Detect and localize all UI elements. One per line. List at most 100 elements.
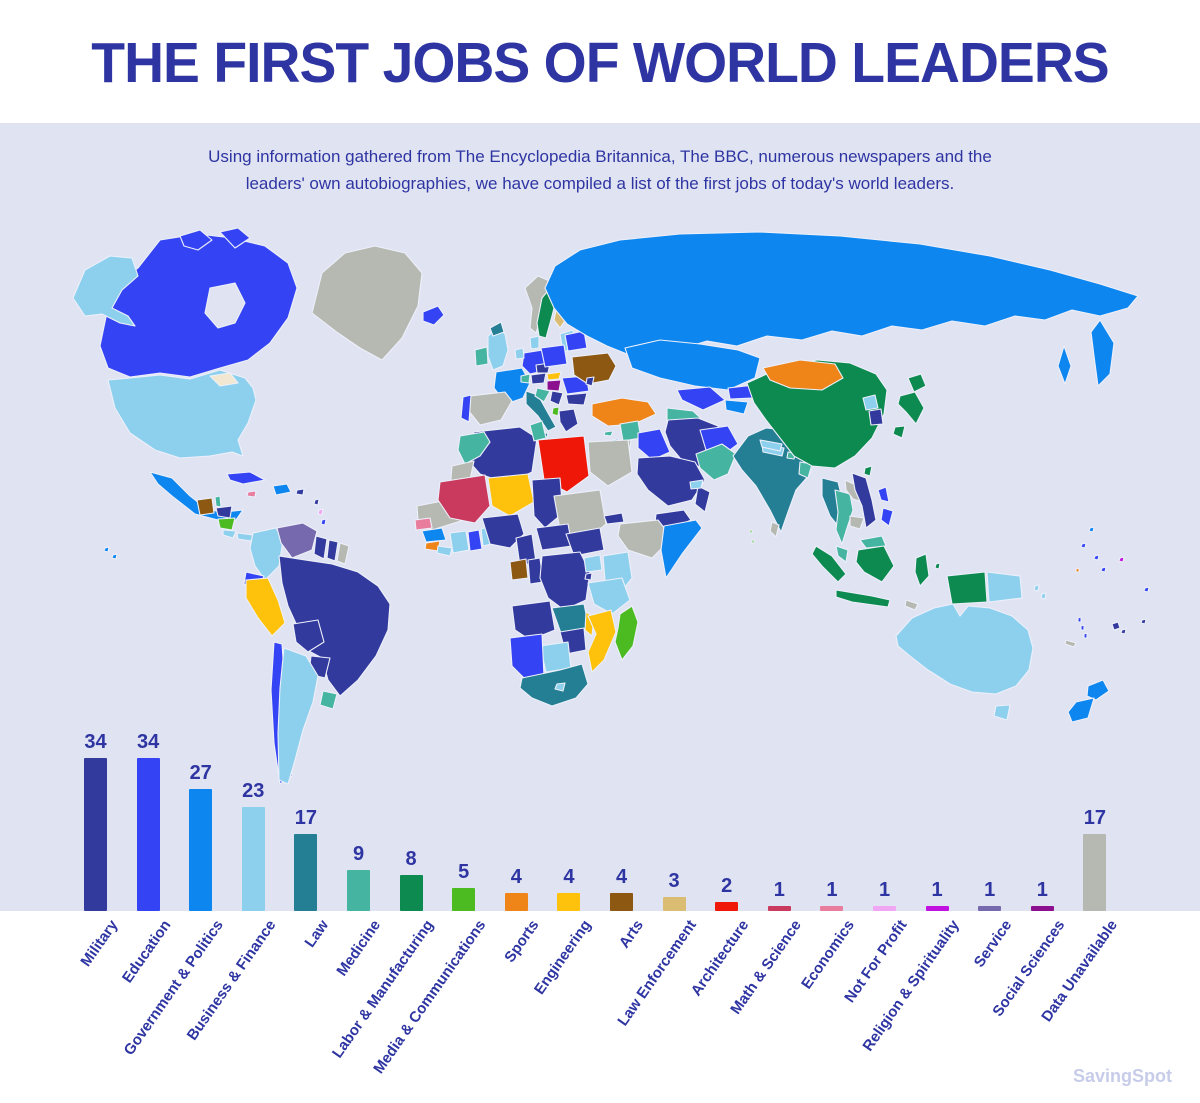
map-region-north-korea — [862, 394, 879, 411]
map-region-philippines-1 — [877, 486, 890, 503]
map-region-liberia — [436, 545, 453, 557]
map-region-java — [835, 589, 891, 608]
map-region-samoa — [1143, 586, 1150, 593]
map-region-scotland — [489, 321, 505, 337]
content-band: Using information gathered from The Ency… — [0, 123, 1200, 911]
map-region-borneo — [855, 545, 895, 583]
map-region-jamaica — [246, 490, 257, 498]
map-region-hawaii-2 — [111, 553, 118, 560]
map-region-timor — [904, 599, 919, 611]
bar-label: Social Sciences — [989, 917, 1069, 1020]
map-region-hungary — [546, 379, 562, 392]
map-region-rwanda-burundi — [584, 572, 593, 581]
map-region-vanuatu-1 — [1077, 616, 1082, 623]
map-region-alaska — [72, 255, 139, 327]
map-region-sri-lanka — [769, 521, 780, 538]
map-region-nicaragua — [217, 517, 236, 531]
map-region-maldives-2 — [751, 539, 755, 544]
map-region-png-west — [946, 571, 988, 605]
map-region-ukraine — [571, 352, 617, 385]
map-region-sulawesi — [914, 553, 930, 587]
map-region-japan-kyushu — [892, 425, 906, 439]
map-region-serbia — [549, 390, 564, 406]
map-region-canada-arctic-1 — [179, 229, 213, 251]
bar-label: Government & Politics — [120, 917, 227, 1059]
bar-label: Architecture — [688, 917, 753, 1000]
bar-label: Military — [77, 917, 122, 970]
map-region-guyana — [313, 535, 328, 560]
map-region-china — [746, 359, 888, 469]
bar-label: Business & Finance — [183, 917, 280, 1044]
map-region-mali — [437, 474, 491, 524]
bar-label: Not For Profit — [841, 917, 911, 1006]
map-region-austria — [530, 372, 547, 385]
map-region-uae — [689, 479, 704, 490]
map-region-micronesia-1 — [1080, 542, 1087, 549]
map-region-tunisia — [529, 420, 547, 442]
map-region-hawaii-1 — [103, 546, 110, 553]
bar-label: Economics — [798, 917, 858, 993]
map-region-uruguay — [319, 690, 338, 710]
map-region-solomon-2 — [1040, 592, 1047, 600]
map-region-switzerland — [520, 373, 531, 384]
map-region-greenland — [311, 245, 423, 361]
map-region-belarus — [564, 330, 588, 352]
map-region-botswana — [539, 641, 572, 673]
map-region-costa-rica — [222, 529, 237, 539]
map-region-bulgaria — [565, 392, 588, 406]
map-region-denmark — [529, 335, 540, 350]
map-region-bolivia — [292, 619, 325, 653]
bar-label: Arts — [616, 917, 648, 952]
map-region-south-sudan — [565, 527, 605, 557]
bar-label: Law Enforcement — [614, 917, 701, 1030]
map-region-senegal — [414, 517, 433, 531]
map-region-slovakia — [546, 371, 562, 381]
map-region-gabon — [509, 558, 529, 581]
map-region-benelux — [514, 347, 525, 360]
map-region-lesotho — [554, 682, 566, 692]
map-region-tibet-sliver — [759, 439, 783, 452]
map-region-argentina — [277, 647, 319, 785]
map-region-tasmania — [993, 704, 1011, 721]
map-region-new-caledonia — [1064, 639, 1077, 648]
map-region-solomon-1 — [1033, 584, 1040, 592]
map-region-japan-hokkaido — [907, 373, 927, 393]
map-region-antilles-1 — [313, 498, 320, 506]
bar-label: Sports — [501, 917, 543, 966]
map-region-somalia — [660, 519, 703, 579]
bar-label: Media & Communications — [370, 917, 490, 1077]
map-region-kazakhstan — [624, 339, 761, 391]
map-region-moldova — [585, 376, 595, 387]
map-region-antilles-2 — [317, 508, 324, 516]
map-region-maldives-1 — [749, 529, 753, 534]
map-region-malaysia-borneo — [859, 535, 887, 549]
map-region-morocco — [457, 431, 491, 465]
map-region-albania — [551, 406, 560, 417]
subtitle-line-1: Using information gathered from The Ency… — [208, 147, 992, 166]
map-region-japan-honshu — [897, 391, 925, 425]
map-region-iraq — [637, 428, 671, 461]
brand-logo: SavingSpot — [1072, 1066, 1172, 1086]
map-region-marshall-islands — [1088, 526, 1095, 533]
map-region-niger — [487, 473, 535, 517]
bar-label: Math & Science — [727, 917, 806, 1018]
map-region-vanuatu-2 — [1080, 624, 1085, 631]
map-region-brazil — [278, 555, 391, 697]
map-region-moluccas — [934, 562, 941, 570]
map-region-vietnam — [851, 472, 877, 529]
map-region-panama — [236, 532, 254, 542]
map-region-ghana — [467, 529, 483, 552]
map-region-sakhalin — [1057, 345, 1072, 385]
map-region-russia — [544, 231, 1139, 355]
map-region-guatemala — [196, 497, 215, 516]
bar-label: Engineering — [531, 917, 595, 998]
bar-label: Service — [971, 917, 1016, 971]
map-region-egypt — [587, 439, 633, 487]
map-region-colombia — [249, 527, 284, 581]
map-region-poland — [540, 344, 568, 368]
map-region-vanuatu-3 — [1083, 632, 1088, 639]
map-region-tanzania — [587, 577, 631, 615]
world-map — [72, 228, 1150, 785]
bar-label: Religion & Spirituality — [859, 917, 964, 1055]
